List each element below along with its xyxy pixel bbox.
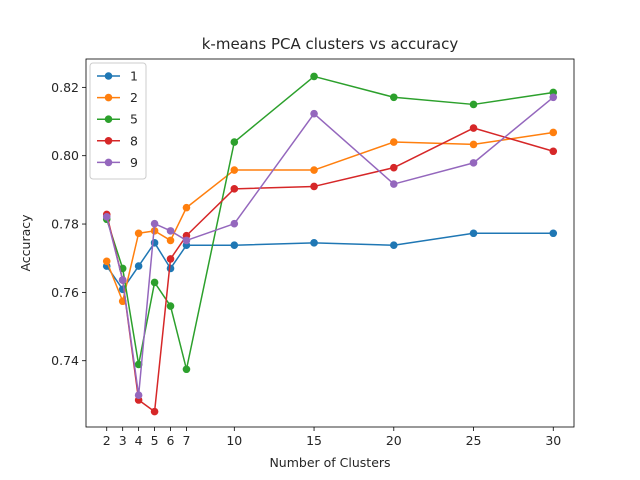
data-point <box>469 100 478 109</box>
legend-label: 1 <box>130 69 138 84</box>
y-tick-label: 0.74 <box>51 353 79 368</box>
x-tick-label: 2 <box>103 433 111 448</box>
legend-item: 9 <box>97 155 138 170</box>
data-point <box>230 138 239 146</box>
legend-marker <box>104 158 113 167</box>
legend-label: 8 <box>130 133 138 148</box>
data-point <box>230 219 239 228</box>
data-point <box>469 159 478 167</box>
data-point <box>102 257 111 266</box>
data-point <box>310 182 318 191</box>
data-point <box>389 241 398 250</box>
data-point <box>150 407 159 416</box>
x-tick-label: 7 <box>182 433 190 448</box>
legend-item: 5 <box>97 112 138 127</box>
x-tick-label: 30 <box>545 433 561 448</box>
data-point <box>166 227 175 235</box>
plot-frame <box>85 58 575 428</box>
series-2 <box>102 128 558 306</box>
legend-marker <box>104 72 113 80</box>
y-axis-label: Accuracy <box>18 214 33 272</box>
data-point <box>310 166 318 174</box>
data-point <box>549 128 558 137</box>
legend-item: 2 <box>97 90 138 105</box>
chart-title: k-means PCA clusters vs accuracy <box>202 35 459 53</box>
legend: 1 2 5 8 9 <box>89 62 147 180</box>
y-tick-label: 0.80 <box>51 148 79 163</box>
series-group <box>102 72 558 416</box>
data-point <box>166 236 175 245</box>
legend-label: 9 <box>130 155 138 170</box>
legend-item: 8 <box>97 133 138 148</box>
x-tick-label: 15 <box>306 433 322 448</box>
data-point <box>389 138 398 146</box>
series-9 <box>102 93 558 400</box>
legend-marker <box>104 137 113 145</box>
data-point <box>549 93 558 102</box>
data-point <box>469 140 478 149</box>
data-point <box>230 166 239 174</box>
data-point <box>230 185 239 193</box>
data-point <box>310 72 318 81</box>
x-tick-label: 25 <box>466 433 482 448</box>
data-point <box>166 255 175 263</box>
data-point <box>134 360 143 369</box>
x-tick-label: 4 <box>135 433 143 448</box>
data-point <box>469 124 478 132</box>
y-tick-label: 0.76 <box>51 285 79 300</box>
data-point <box>166 302 175 310</box>
x-tick-label: 10 <box>226 433 242 448</box>
tick-group: 2 3 4 5 6 7 10 15 20 25 300.740.760.780.800.82 <box>51 80 561 448</box>
data-point <box>134 229 143 238</box>
data-point <box>389 93 398 102</box>
data-point <box>134 262 143 270</box>
legend-item: 1 <box>97 69 138 84</box>
x-tick-label: 6 <box>167 433 175 448</box>
data-point <box>118 276 127 284</box>
legend-box <box>89 62 147 180</box>
legend-marker <box>104 115 113 123</box>
data-point <box>310 109 318 118</box>
data-point <box>230 241 239 250</box>
legend-label: 5 <box>130 112 138 127</box>
x-tick-label: 3 <box>119 433 127 448</box>
data-point <box>182 236 191 245</box>
legend-marker <box>104 93 113 102</box>
data-point <box>134 391 143 400</box>
y-tick-label: 0.78 <box>51 217 79 232</box>
data-point <box>549 147 558 156</box>
data-point <box>389 180 398 188</box>
data-point <box>549 229 558 238</box>
x-axis-label: Number of Clusters <box>269 455 390 470</box>
data-point <box>310 239 318 247</box>
y-tick-label: 0.82 <box>51 80 79 95</box>
data-point <box>182 203 191 212</box>
data-point <box>102 213 111 221</box>
data-point <box>469 229 478 238</box>
legend-label: 2 <box>130 90 138 105</box>
data-point <box>182 365 191 374</box>
x-tick-label: 5 <box>151 433 159 448</box>
data-point <box>150 278 159 287</box>
data-point <box>150 219 159 228</box>
x-tick-label: 20 <box>386 433 402 448</box>
data-point <box>389 163 398 172</box>
